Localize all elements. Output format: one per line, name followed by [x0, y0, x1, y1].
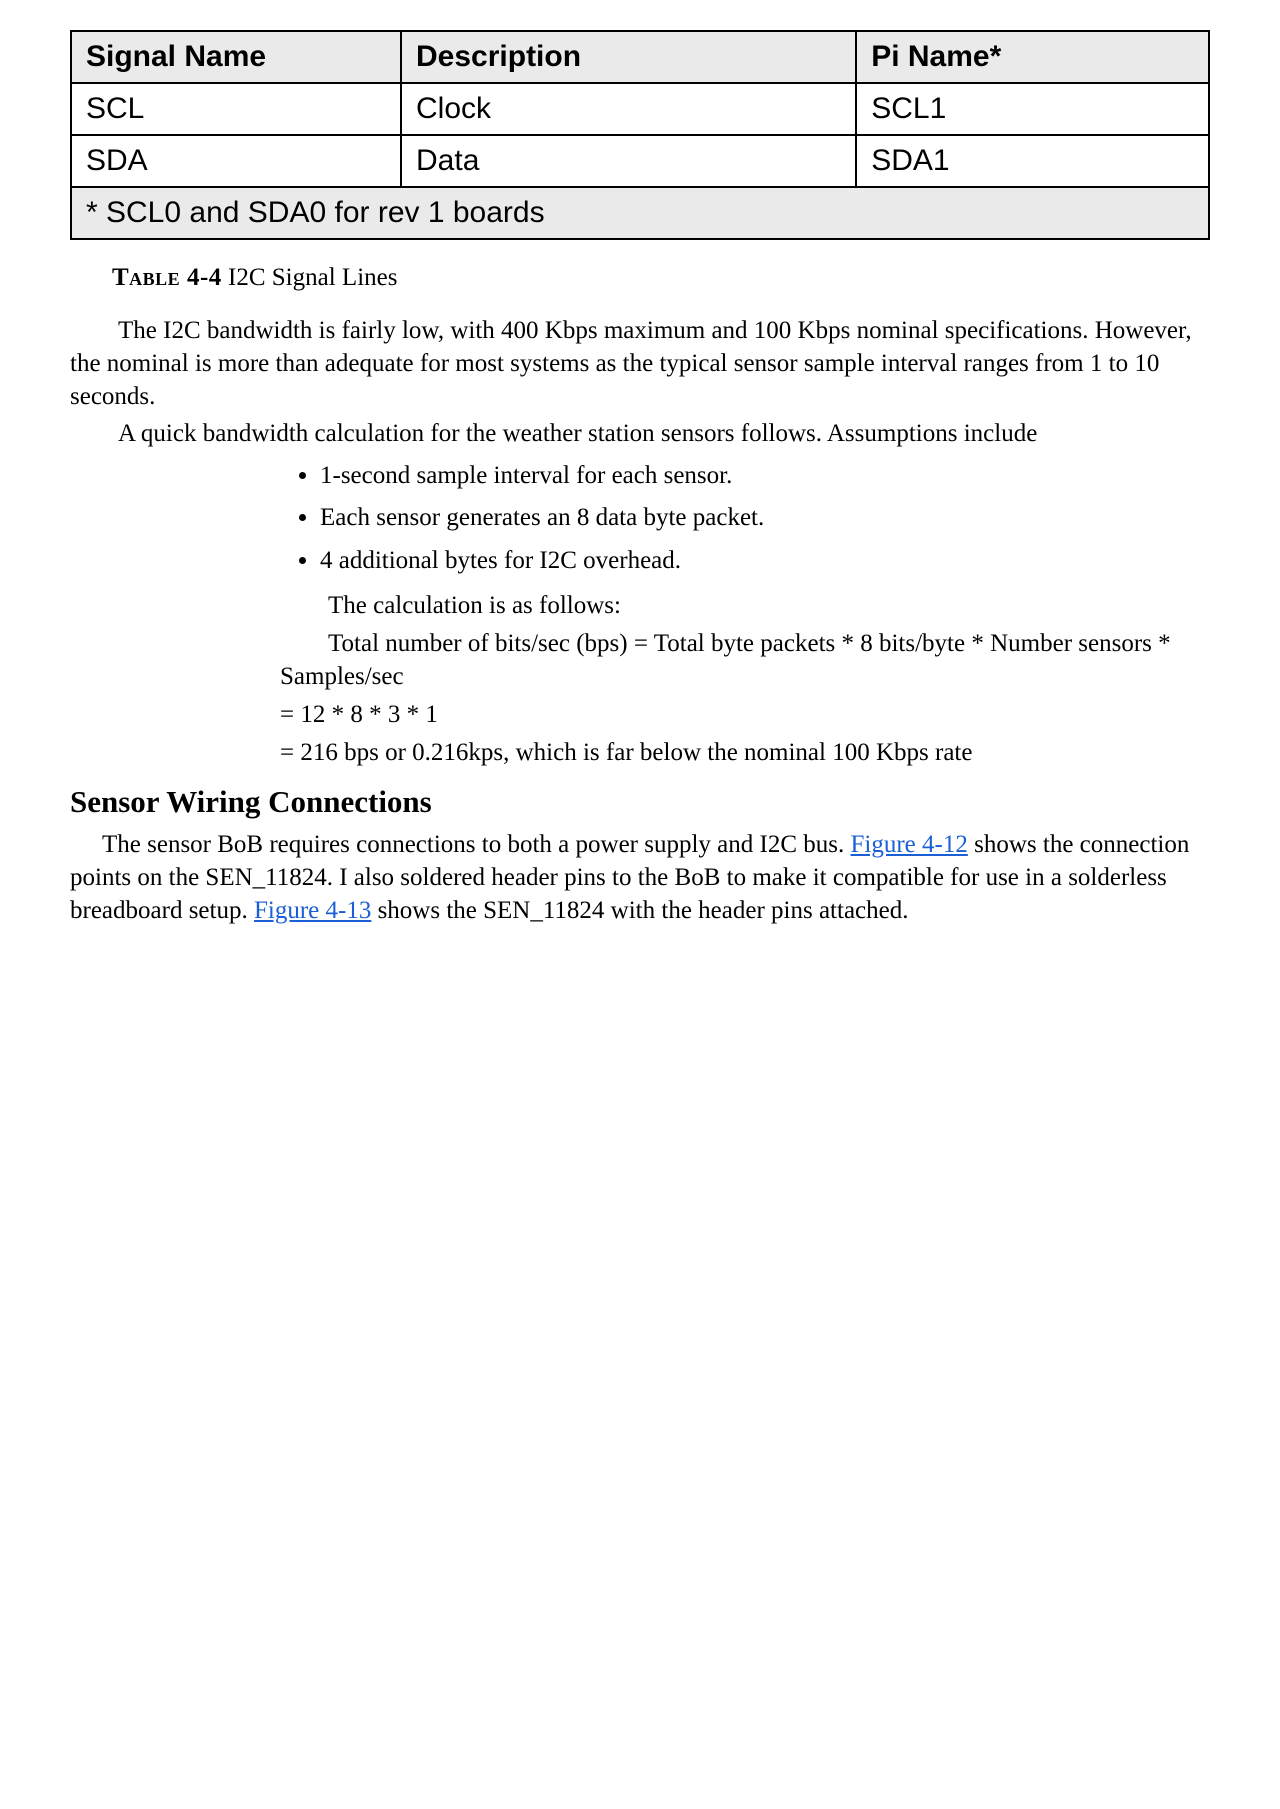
paragraph-bandwidth: The I2C bandwidth is fairly low, with 40… — [70, 314, 1210, 413]
i2c-signal-table: Signal Name Description Pi Name* SCL Clo… — [70, 30, 1210, 240]
table-row: SDA Data SDA1 — [71, 135, 1209, 187]
paragraph-sensor-wiring: The sensor BoB requires connections to b… — [70, 828, 1210, 927]
calc-intro: The calculation is as follows: — [280, 589, 1210, 623]
table-footnote: * SCL0 and SDA0 for rev 1 boards — [71, 187, 1209, 239]
table-caption: Table 4-4 I2C Signal Lines — [112, 264, 1210, 292]
calculation-block: The calculation is as follows: Total num… — [280, 589, 1210, 770]
table-footnote-row: * SCL0 and SDA0 for rev 1 boards — [71, 187, 1209, 239]
cell-signal: SCL — [71, 83, 401, 135]
table-caption-text: I2C Signal Lines — [222, 264, 398, 291]
cell-description: Data — [401, 135, 856, 187]
calc-result: = 216 bps or 0.216kps, which is far belo… — [280, 736, 1210, 770]
section-heading-sensor-wiring: Sensor Wiring Connections — [70, 784, 1210, 820]
calc-formula: Total number of bits/sec (bps) = Total b… — [280, 627, 1210, 695]
text-run: The sensor BoB requires connections to b… — [102, 831, 851, 858]
cell-signal: SDA — [71, 135, 401, 187]
paragraph-assumptions-intro: A quick bandwidth calculation for the we… — [70, 417, 1210, 450]
cell-pi-name: SCL1 — [856, 83, 1209, 135]
list-item: 4 additional bytes for I2C overhead. — [320, 543, 1210, 579]
calc-substitution: = 12 * 8 * 3 * 1 — [280, 698, 1210, 732]
table-header-row: Signal Name Description Pi Name* — [71, 31, 1209, 83]
table-header-pi-name: Pi Name* — [856, 31, 1209, 83]
page: Signal Name Description Pi Name* SCL Clo… — [0, 0, 1280, 957]
table-row: SCL Clock SCL1 — [71, 83, 1209, 135]
link-figure-4-12[interactable]: Figure 4-12 — [851, 831, 968, 858]
table-header-signal: Signal Name — [71, 31, 401, 83]
list-item: 1-second sample interval for each sensor… — [320, 458, 1210, 494]
assumptions-list: 1-second sample interval for each sensor… — [70, 458, 1210, 579]
link-figure-4-13[interactable]: Figure 4-13 — [254, 897, 371, 924]
cell-description: Clock — [401, 83, 856, 135]
table-caption-label: Table 4-4 — [112, 264, 222, 291]
list-item: Each sensor generates an 8 data byte pac… — [320, 500, 1210, 536]
cell-pi-name: SDA1 — [856, 135, 1209, 187]
text-run: shows the SEN_11824 with the header pins… — [371, 897, 908, 924]
table-header-description: Description — [401, 31, 856, 83]
